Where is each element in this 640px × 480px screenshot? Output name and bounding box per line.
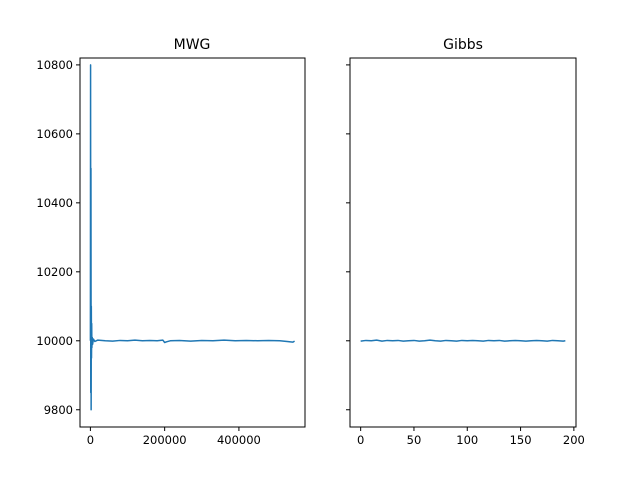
mwg-y-tick-label: 10200 [36,265,73,279]
gibbs-x-tick-label: 100 [456,433,478,447]
mwg-x-tick-label: 400000 [217,433,261,447]
gibbs-x-tick-label: 200 [563,433,585,447]
mwg-y-tick-label: 10000 [36,334,73,348]
mwg-y-tick-label: 10800 [36,58,73,72]
mwg-trace-line [89,64,295,411]
gibbs-x-tick-label: 150 [510,433,532,447]
mwg-x-tick-label: 0 [87,433,94,447]
gibbs-panel: Gibbs 0 50 100 150 200 [346,37,585,447]
mwg-x-tick-label: 200000 [143,433,187,447]
mwg-title: MWG [174,37,211,53]
gibbs-ticks: 0 50 100 150 200 [346,64,585,447]
gibbs-trace-line [360,339,566,342]
gibbs-title: Gibbs [443,37,483,53]
mwg-y-tick-label: 10400 [36,196,73,210]
mwg-y-tick-label: 10600 [36,127,73,141]
mwg-axes-frame [79,57,306,428]
mwg-y-tick-label: 9800 [44,403,73,417]
gibbs-x-tick-label: 0 [357,433,364,447]
mwg-ticks: 0 200000 400000 9800 10000 10200 10400 10600 108… [36,58,260,447]
mwg-panel: MWG 0 200000 400000 9800 10000 10200 10400 1060… [36,37,306,447]
gibbs-x-tick-label: 50 [407,433,422,447]
gibbs-axes-frame [349,57,577,428]
